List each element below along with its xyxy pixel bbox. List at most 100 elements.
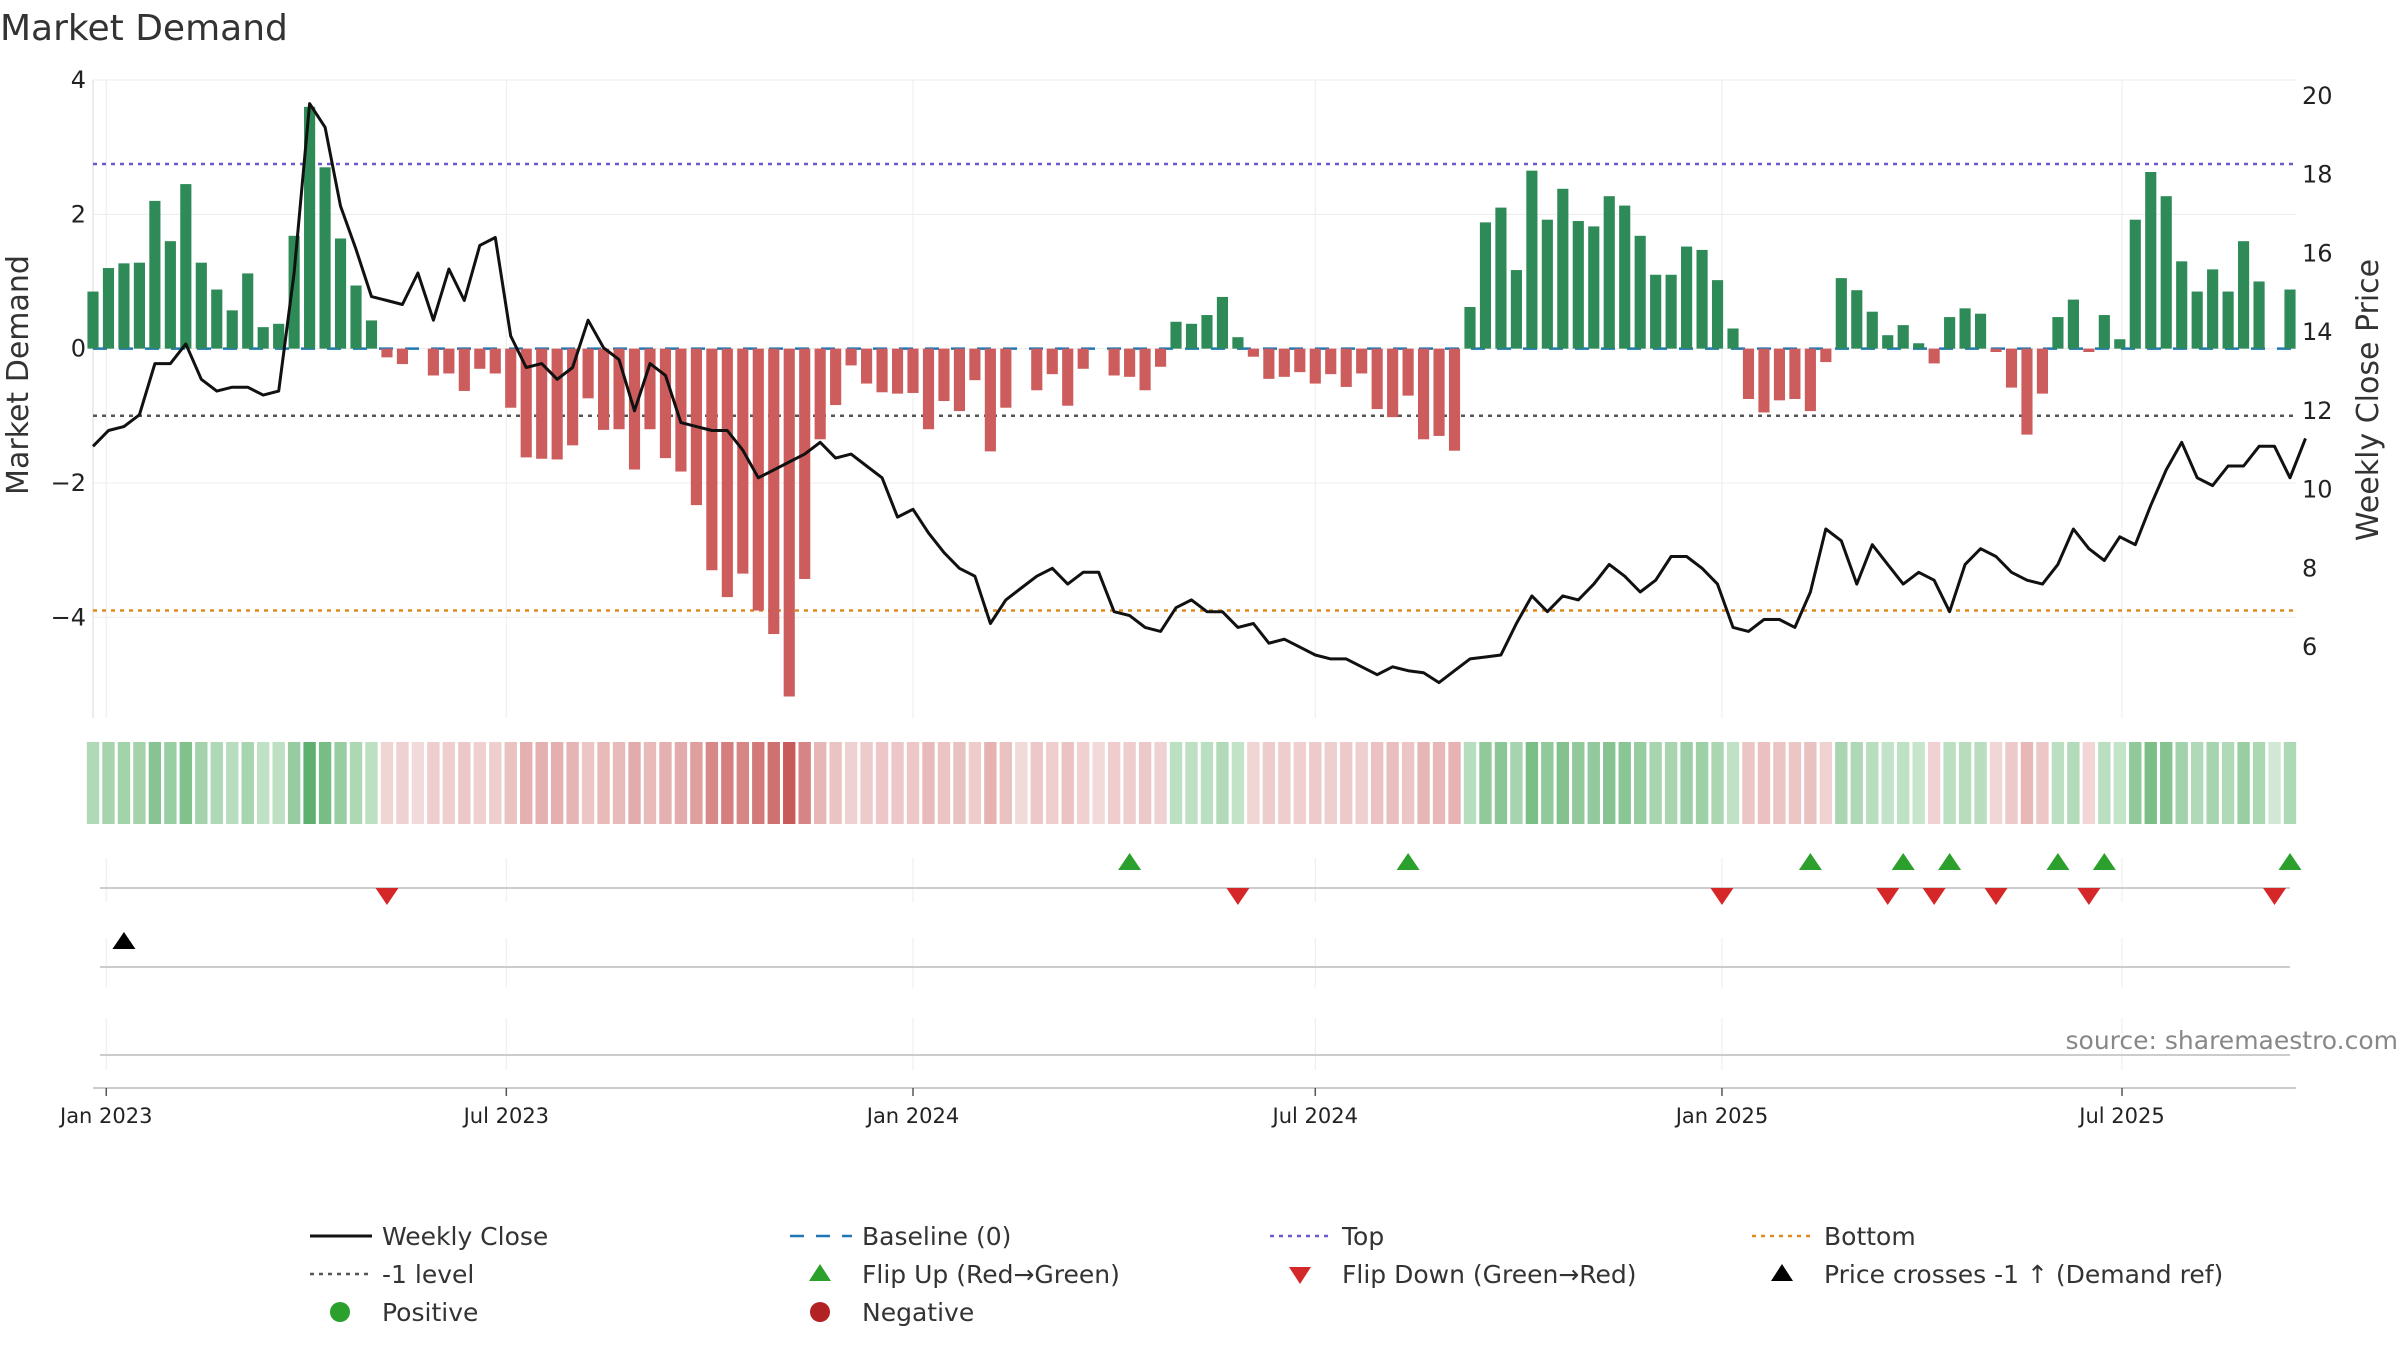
heat-cell — [489, 742, 502, 824]
heat-cell — [1138, 742, 1152, 824]
heat-cell — [1200, 742, 1214, 824]
y-tick-right: 12 — [2302, 397, 2333, 425]
demand-bar — [2176, 261, 2188, 349]
demand-bar — [396, 348, 409, 365]
heat-cell — [922, 742, 935, 824]
heat-cell — [164, 742, 177, 824]
demand-bar — [505, 348, 517, 408]
demand-bar — [1773, 348, 1785, 401]
heat-cell — [86, 742, 100, 824]
x-tick-label: Jul 2023 — [462, 1104, 549, 1128]
heat-cell — [1974, 742, 1987, 824]
heat-cell — [1448, 742, 1461, 824]
heat-cell — [2129, 742, 2142, 824]
heat-cell — [1649, 742, 1662, 824]
demand-bar — [1588, 226, 1600, 349]
y-tick-left: 4 — [71, 66, 86, 94]
grid — [92, 79, 2296, 1089]
legend-label: Negative — [862, 1298, 974, 1327]
demand-bar — [1882, 335, 1894, 349]
heat-cell — [2221, 742, 2235, 824]
demand-bar — [1665, 274, 1677, 349]
y-tick-left: −2 — [51, 469, 86, 497]
demand-bar — [675, 348, 687, 472]
heat-cell — [674, 742, 688, 824]
heat-cell — [690, 742, 703, 824]
demand-bar — [2129, 219, 2141, 349]
flip-up-marker — [1396, 853, 1420, 870]
heat-cell — [1401, 742, 1415, 824]
demand-bar — [1681, 246, 1693, 349]
demand-bar — [768, 348, 780, 635]
heat-cell — [458, 742, 471, 824]
heat-cell — [844, 742, 858, 824]
heat-cell — [736, 742, 750, 824]
demand-bar — [1820, 348, 1832, 363]
heat-cell — [411, 742, 425, 824]
legend-swatch-tri-up — [809, 1264, 831, 1281]
heat-cell — [1989, 742, 2003, 824]
heat-cell — [2113, 742, 2126, 824]
legend-label: Positive — [382, 1298, 478, 1327]
heat-cell — [1881, 742, 1894, 824]
demand-bar — [1325, 348, 1337, 375]
heat-cell — [1510, 742, 1523, 824]
demand-bar — [613, 348, 625, 430]
flip-down-marker — [1876, 888, 1900, 905]
demand-bar — [644, 348, 656, 430]
heat-cell — [798, 742, 811, 824]
heat-cell — [2268, 742, 2281, 824]
demand-bar — [458, 348, 470, 391]
demand-bar — [984, 348, 996, 452]
demand-bar — [1974, 313, 1987, 349]
y-tick-right: 20 — [2302, 82, 2333, 110]
heat-cell — [2051, 742, 2065, 824]
x-ticks: Jan 2023 Jul 2023 Jan 2024 Jul 2024 Jan 2025… — [58, 1088, 2165, 1128]
heat-cell — [2098, 742, 2111, 824]
flip-down-marker — [1710, 888, 1734, 905]
heat-cell — [1927, 742, 1941, 824]
heat-cell — [1850, 742, 1863, 824]
legend-label: Price crosses -1 ↑ (Demand ref) — [1824, 1260, 2223, 1289]
demand-bar — [706, 348, 718, 571]
heat-cell — [1386, 742, 1399, 824]
heat-cell — [1664, 742, 1678, 824]
heat-cell — [257, 742, 270, 824]
demand-bar — [1139, 348, 1151, 391]
demand-bar — [582, 348, 594, 399]
flip-up-marker — [1118, 853, 1142, 870]
flip-up-marker — [2046, 853, 2070, 870]
demand-bar — [334, 238, 347, 349]
heat-cell — [1525, 742, 1539, 824]
demand-bar — [1541, 219, 1553, 349]
legend-label: Flip Up (Red→Green) — [862, 1260, 1120, 1289]
heat-cell — [984, 742, 997, 824]
demand-bar — [845, 348, 857, 366]
heat-cell — [1479, 742, 1492, 824]
heat-cell — [2237, 742, 2250, 824]
heat-cell — [612, 742, 626, 824]
demand-bar — [2222, 291, 2234, 349]
heat-cell — [1324, 742, 1337, 824]
demand-bar — [969, 348, 981, 381]
demand-bar — [1433, 348, 1445, 436]
heat-cell — [2144, 742, 2157, 824]
heat-cell — [210, 742, 223, 824]
demand-bar — [1356, 348, 1368, 374]
heat-cell — [148, 742, 162, 824]
heat-cell — [1154, 742, 1167, 824]
heat-cell — [906, 742, 920, 824]
demand-bar — [2083, 348, 2095, 352]
demand-bar — [938, 348, 950, 402]
legend-label: Top — [1341, 1222, 1384, 1251]
heat-cell — [318, 742, 332, 824]
demand-bar — [350, 285, 362, 349]
heat-cell — [303, 742, 316, 824]
heat-cell — [473, 742, 486, 824]
heat-cell — [1030, 742, 1043, 824]
heat-cell — [1463, 742, 1477, 824]
heat-cell — [133, 742, 146, 824]
heat-cell — [1618, 742, 1631, 824]
demand-bar — [1495, 207, 1507, 349]
